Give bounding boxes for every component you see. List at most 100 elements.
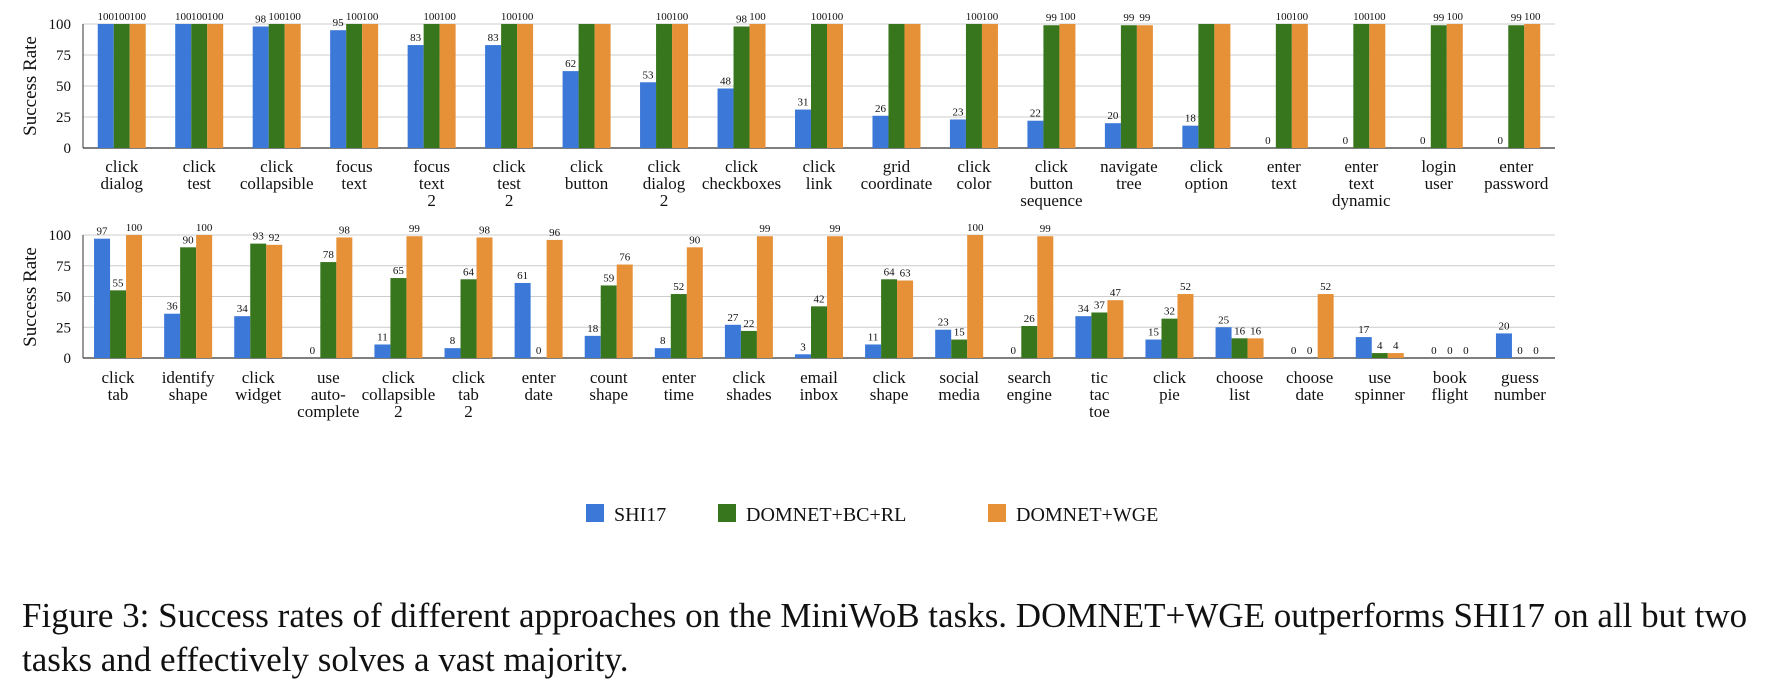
data-label: 100 xyxy=(207,11,224,23)
bar-wge xyxy=(1446,24,1463,148)
data-label: 100 xyxy=(113,11,130,23)
x-category-label: click dialog 2 xyxy=(643,157,686,210)
bar-shi17 xyxy=(175,24,192,148)
data-label: 95 xyxy=(333,17,345,29)
data-label: 26 xyxy=(875,103,887,115)
data-label: 0 xyxy=(1011,345,1017,357)
bar-shi17 xyxy=(514,282,531,358)
data-label: 48 xyxy=(720,75,732,87)
y-tick-label: 0 xyxy=(64,141,72,157)
bar-bcrl xyxy=(113,24,130,148)
data-label: 100 xyxy=(1292,11,1309,23)
data-label: 16 xyxy=(1250,325,1262,337)
data-label: 76 xyxy=(619,252,631,264)
data-label: 93 xyxy=(253,231,265,243)
data-label: 100 xyxy=(1059,11,1076,23)
bar-wge xyxy=(266,244,283,358)
data-label: 16 xyxy=(1234,325,1246,337)
data-label: 0 xyxy=(310,345,316,357)
data-label: 100 xyxy=(1447,11,1464,23)
data-label: 99 xyxy=(1511,12,1523,24)
y-tick-label: 50 xyxy=(56,290,71,306)
x-category-label: click link xyxy=(802,157,836,193)
bar-bcrl xyxy=(1021,326,1038,358)
bar-shi17 xyxy=(94,238,111,358)
x-category-label: social media xyxy=(938,368,980,404)
data-label: 100 xyxy=(191,11,208,23)
bar-shi17 xyxy=(1075,316,1092,358)
data-label: 63 xyxy=(900,268,912,280)
data-label: 90 xyxy=(183,234,195,246)
bar-wge xyxy=(546,239,563,358)
bar-shi17 xyxy=(1215,327,1232,358)
bar-bcrl xyxy=(1161,318,1178,358)
data-label: 59 xyxy=(603,272,615,284)
bar-bcrl xyxy=(1371,353,1388,358)
bar-bcrl xyxy=(1091,312,1108,358)
bar-shi17 xyxy=(935,329,952,358)
bar-wge xyxy=(594,24,611,148)
bar-shi17 xyxy=(562,71,579,148)
data-label: 96 xyxy=(549,227,561,239)
data-label: 100 xyxy=(196,222,213,234)
bar-bcrl xyxy=(733,26,750,149)
data-label: 42 xyxy=(814,293,825,305)
bar-shi17 xyxy=(1495,333,1512,358)
x-category-label: tic tac toe xyxy=(1089,368,1110,421)
x-category-label: enter password xyxy=(1484,157,1549,193)
data-label: 62 xyxy=(565,58,576,70)
y-tick-label: 0 xyxy=(64,351,72,367)
bar-wge xyxy=(1247,338,1264,358)
bar-wge xyxy=(749,24,766,148)
figure-caption: Figure 3: Success rates of different app… xyxy=(22,596,1748,679)
data-label: 11 xyxy=(868,331,879,343)
data-label: 97 xyxy=(97,226,109,238)
data-label: 23 xyxy=(938,317,950,329)
x-category-label: choose date xyxy=(1286,368,1333,404)
bar-shi17 xyxy=(717,88,734,148)
x-category-label: book flight xyxy=(1431,368,1468,404)
x-category-label: click button xyxy=(565,157,609,193)
x-category-label: click color xyxy=(956,157,991,193)
bar-bcrl xyxy=(460,279,477,358)
bar-bcrl xyxy=(191,24,208,148)
data-label: 90 xyxy=(689,234,701,246)
data-label: 99 xyxy=(1040,223,1052,235)
bar-bcrl xyxy=(811,306,827,358)
data-label: 34 xyxy=(1078,303,1090,315)
bar-bcrl xyxy=(180,247,197,358)
bar-bcrl xyxy=(578,24,595,148)
bar-wge xyxy=(284,24,301,148)
data-label: 4 xyxy=(1393,340,1399,352)
bar-shi17 xyxy=(330,30,347,149)
data-label: 22 xyxy=(743,318,754,330)
bar-wge xyxy=(904,24,921,148)
y-tick-label: 25 xyxy=(56,320,71,336)
data-label: 27 xyxy=(727,312,739,324)
bar-wge xyxy=(1387,353,1404,358)
data-label: 0 xyxy=(536,345,542,357)
data-label: 100 xyxy=(439,11,456,23)
data-label: 15 xyxy=(954,327,966,339)
data-label: 100 xyxy=(423,11,440,23)
x-category-label: choose list xyxy=(1216,368,1263,404)
data-label: 99 xyxy=(1139,12,1151,24)
bar-bcrl xyxy=(670,294,687,358)
x-category-label: click collapsible 2 xyxy=(362,368,436,421)
data-label: 0 xyxy=(1533,345,1539,357)
x-category-label: enter text xyxy=(1267,157,1301,193)
bar-bcrl xyxy=(1275,24,1292,148)
bar-bcrl xyxy=(423,24,440,148)
bar-shi17 xyxy=(1104,123,1121,148)
bar-bcrl xyxy=(600,285,617,358)
data-label: 0 xyxy=(1420,135,1426,147)
bar-wge xyxy=(1291,24,1308,148)
data-label: 0 xyxy=(1447,345,1453,357)
data-label: 4 xyxy=(1377,340,1383,352)
legend-swatch-wge xyxy=(988,504,1006,522)
data-label: 98 xyxy=(255,13,267,25)
data-label: 100 xyxy=(1524,11,1541,23)
data-label: 61 xyxy=(517,270,528,282)
bar-wge xyxy=(1059,24,1076,148)
